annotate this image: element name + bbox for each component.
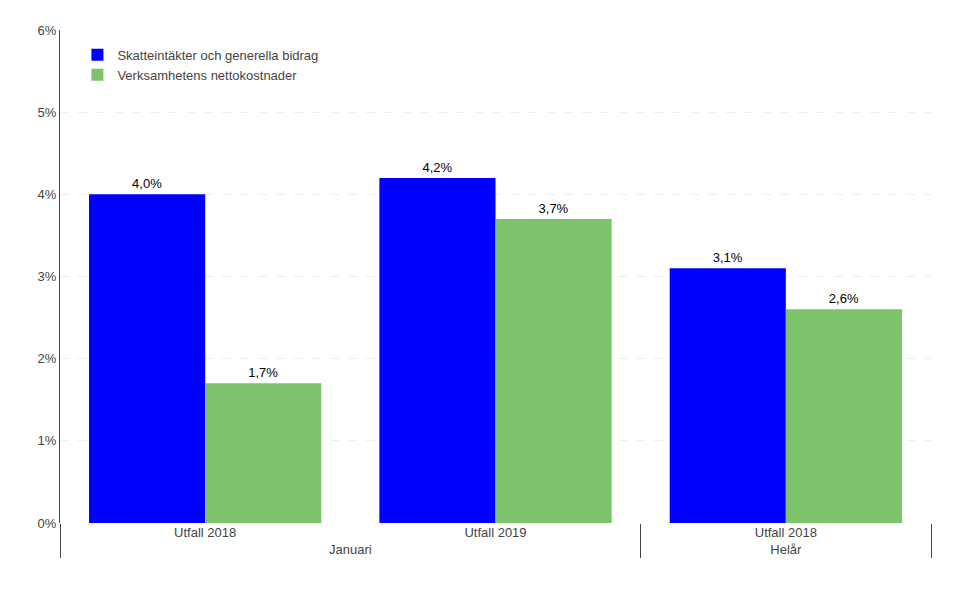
svg-text:5%: 5% — [38, 105, 57, 120]
svg-text:4,2%: 4,2% — [422, 160, 452, 175]
svg-text:2%: 2% — [38, 351, 57, 366]
svg-text:Skatteintäkter och generella b: Skatteintäkter och generella bidrag — [117, 48, 318, 63]
svg-text:3,7%: 3,7% — [539, 201, 569, 216]
svg-text:Verksamhetens nettokostnader: Verksamhetens nettokostnader — [117, 68, 297, 83]
svg-text:0%: 0% — [38, 516, 57, 531]
svg-text:Januari: Januari — [329, 542, 372, 557]
svg-text:3,1%: 3,1% — [713, 250, 743, 265]
svg-text:6%: 6% — [38, 23, 57, 38]
svg-text:2,6%: 2,6% — [829, 291, 859, 306]
svg-text:Helår: Helår — [770, 542, 802, 557]
svg-text:1%: 1% — [38, 433, 57, 448]
svg-text:Utfall 2018: Utfall 2018 — [755, 525, 817, 540]
svg-text:4,0%: 4,0% — [132, 176, 162, 191]
svg-text:Utfall 2019: Utfall 2019 — [464, 525, 526, 540]
svg-text:4%: 4% — [38, 187, 57, 202]
svg-text:3%: 3% — [38, 269, 57, 284]
svg-text:1,7%: 1,7% — [248, 365, 278, 380]
svg-text:Utfall 2018: Utfall 2018 — [174, 525, 236, 540]
